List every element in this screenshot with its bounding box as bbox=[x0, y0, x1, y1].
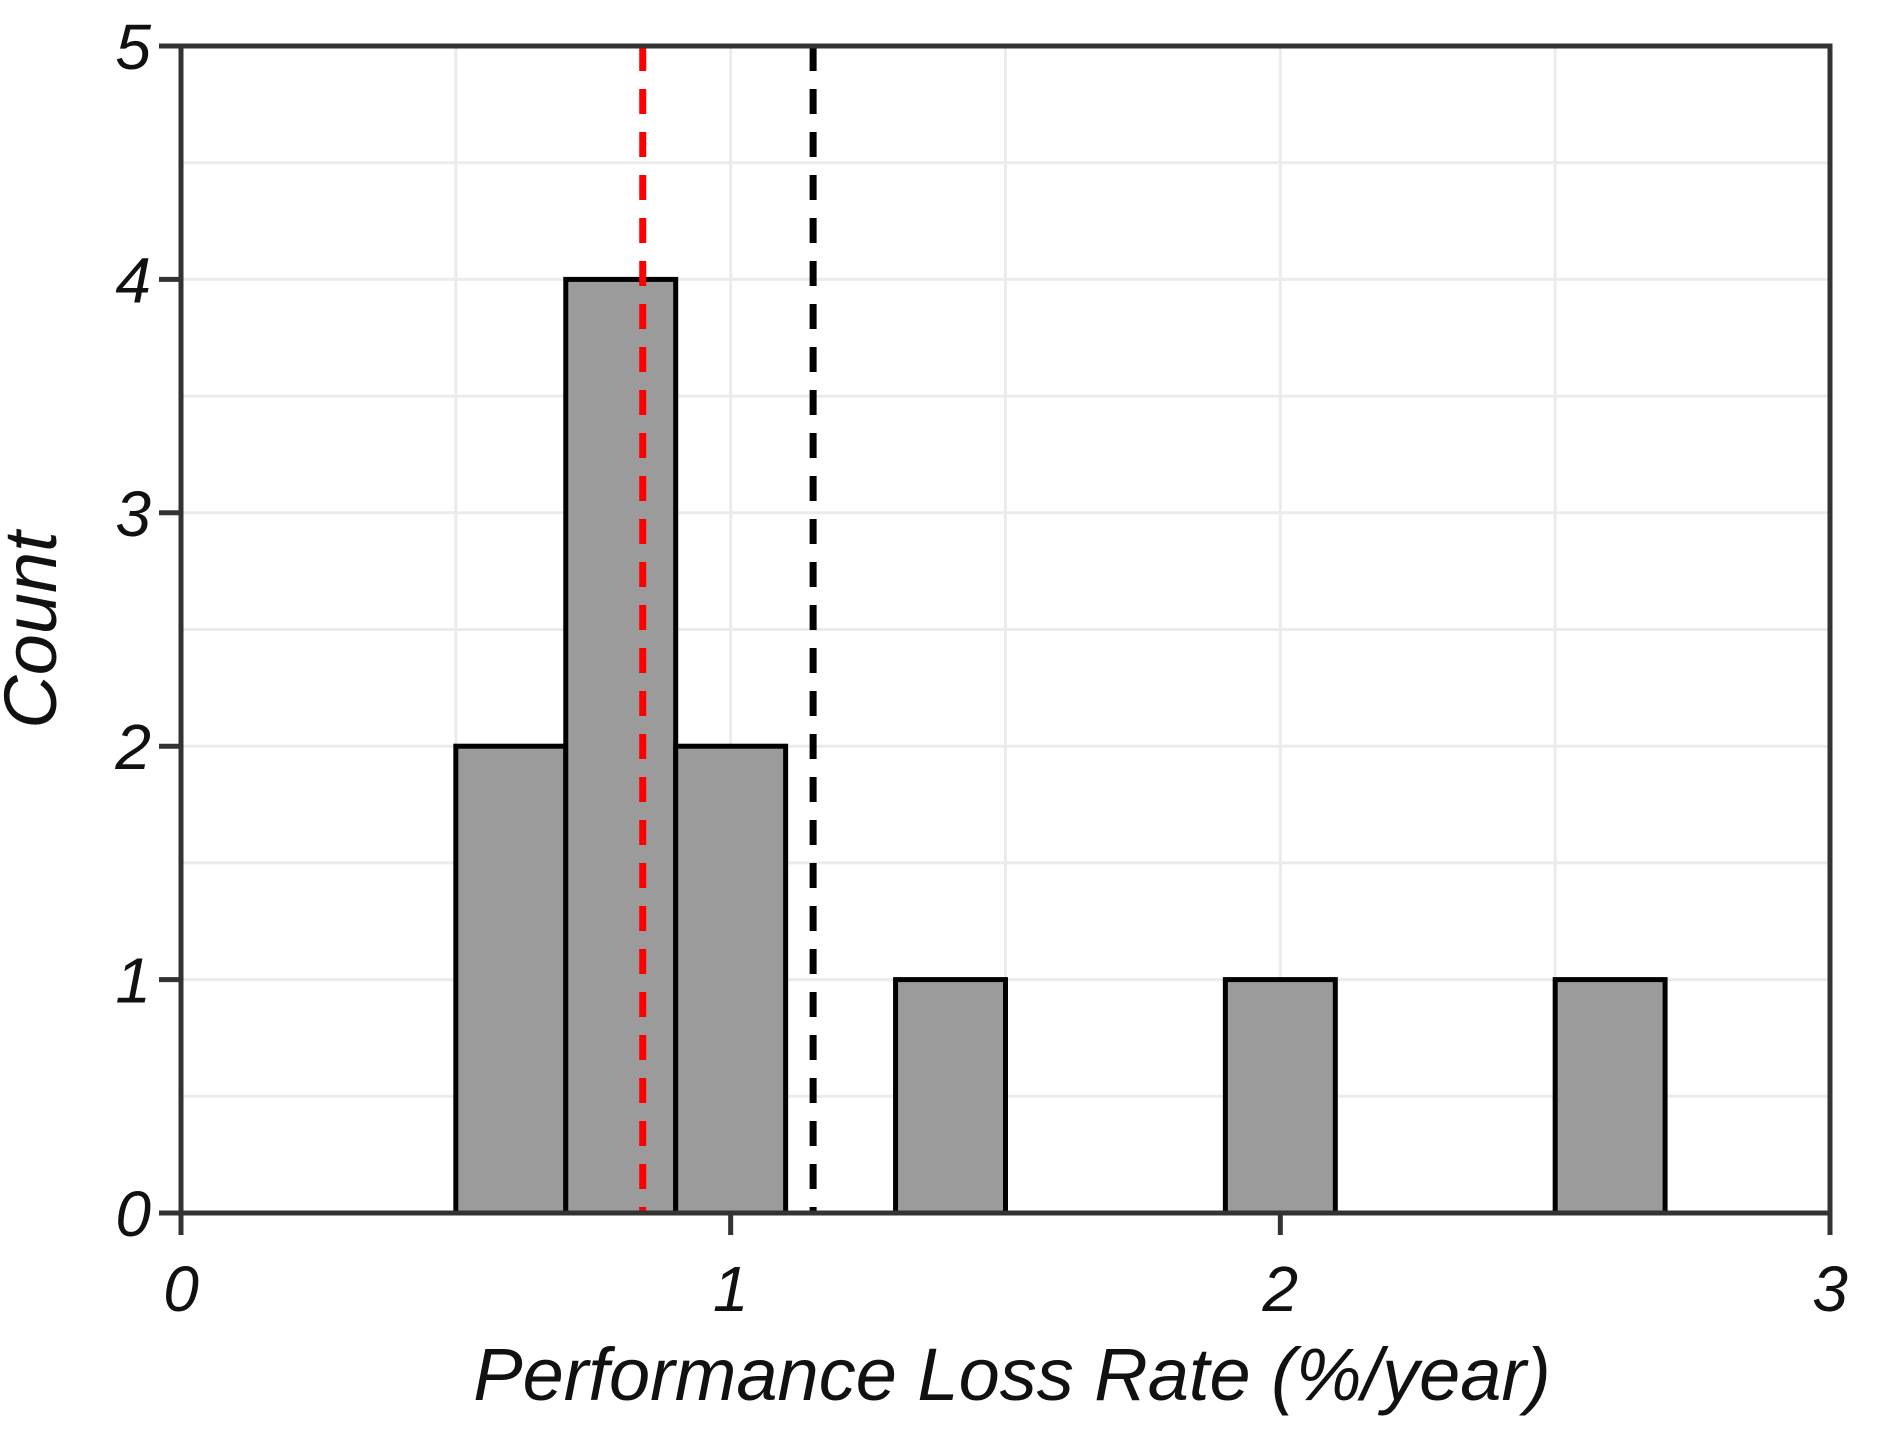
reference-lines bbox=[639, 46, 817, 1213]
axis-tick-labels: 0 1 2 3 0 1 2 3 4 5 bbox=[114, 11, 1848, 1325]
histogram-bar bbox=[673, 743, 789, 1216]
histogram-bar bbox=[893, 977, 1008, 1216]
histogram-bar bbox=[453, 743, 569, 1216]
y-tick-label: 5 bbox=[115, 11, 151, 83]
histogram-bar bbox=[1222, 977, 1338, 1216]
x-tick-label: 1 bbox=[713, 1253, 749, 1325]
y-tick-label: 4 bbox=[115, 244, 151, 316]
x-tick-label: 2 bbox=[1262, 1253, 1299, 1325]
panel-border-rect bbox=[178, 43, 1833, 1216]
x-axis-title: Performance Loss Rate (%/year) bbox=[473, 1333, 1551, 1416]
x-tick-label: 3 bbox=[1812, 1253, 1848, 1325]
y-tick-label: 1 bbox=[115, 945, 151, 1017]
y-tick-label: 3 bbox=[115, 478, 151, 550]
panel-border bbox=[178, 43, 1833, 1216]
histogram-bar bbox=[563, 276, 679, 1216]
x-tick-label: 0 bbox=[163, 1253, 199, 1325]
y-tick-label: 2 bbox=[114, 711, 151, 783]
y-tick-label: 0 bbox=[115, 1178, 151, 1250]
axis-ticks bbox=[159, 43, 1833, 1235]
histogram-bars bbox=[453, 276, 1668, 1216]
y-axis-title: Count bbox=[0, 528, 72, 729]
histogram-bar bbox=[1552, 977, 1668, 1216]
